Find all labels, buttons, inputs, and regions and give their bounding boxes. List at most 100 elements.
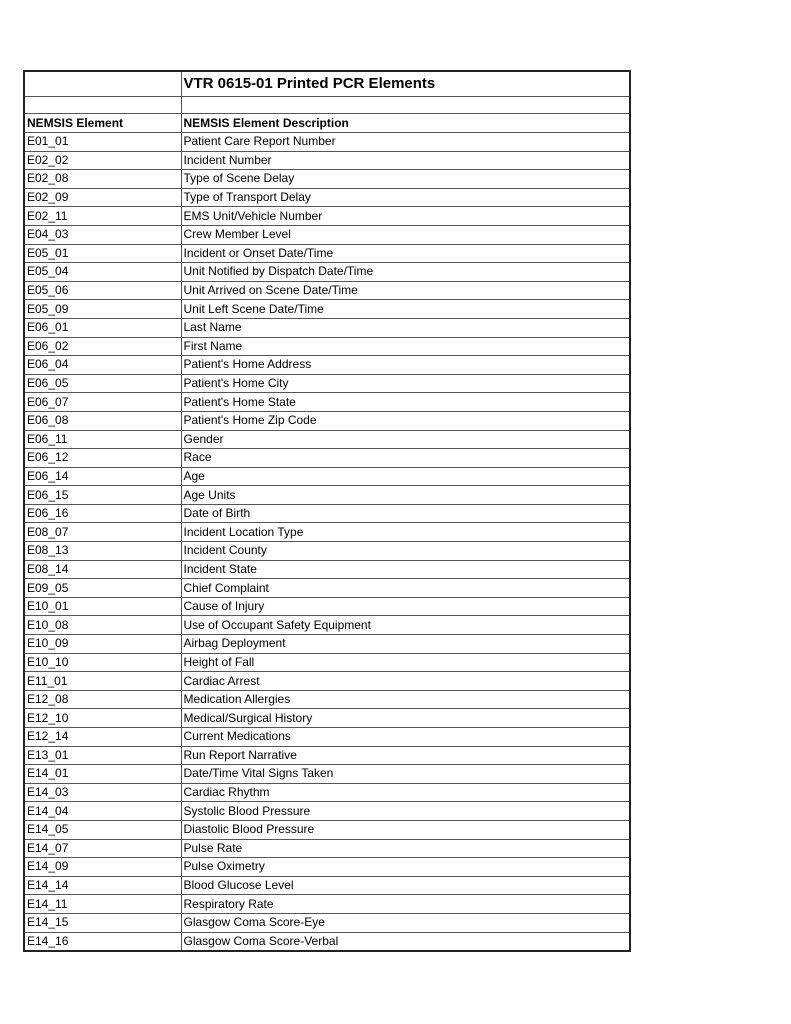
element-code: E06_12	[23, 448, 182, 468]
table-row: E11_01 Cardiac Arrest	[23, 671, 631, 691]
element-code: E08_07	[23, 522, 182, 543]
element-code: E02_08	[23, 169, 182, 189]
element-code: E14_01	[23, 764, 182, 784]
table-row: E08_14 Incident State	[23, 559, 631, 580]
element-description: Gender	[180, 429, 631, 450]
element-code: E06_11	[23, 429, 182, 450]
empty-cell	[23, 70, 182, 97]
table-row: E05_04 Unit Notified by Dispatch Date/Tim…	[23, 262, 631, 282]
table-row: E10_01 Cause of Injury	[23, 596, 631, 617]
table-row: E06_15 Age Units	[23, 485, 631, 505]
element-description: Incident State	[180, 559, 631, 580]
element-code: E14_05	[23, 819, 182, 840]
element-code: E14_16	[23, 931, 182, 952]
element-description: Incident Location Type	[180, 522, 631, 543]
title-row: VTR 0615-01 Printed PCR Elements	[23, 70, 631, 97]
table-row: E01_01 Patient Care Report Number	[23, 132, 631, 152]
table-row: E14_09 Pulse Oximetry	[23, 857, 631, 877]
element-description: Run Report Narrative	[180, 745, 631, 766]
table-row: E06_04 Patient's Home Address	[23, 355, 631, 375]
table-row: E06_01 Last Name	[23, 317, 631, 338]
table-row: E06_11 Gender	[23, 429, 631, 450]
element-description: Incident Number	[180, 150, 631, 171]
element-description: Pulse Oximetry	[180, 857, 631, 877]
table-row: E13_01 Run Report Narrative	[23, 745, 631, 766]
table-row: E14_14 Blood Glucose Level	[23, 875, 631, 896]
element-code: E12_14	[23, 727, 182, 747]
table-row: E02_11 EMS Unit/Vehicle Number	[23, 206, 631, 226]
table-row: E10_08 Use of Occupant Safety Equipment	[23, 615, 631, 636]
table-row: E09_05 Chief Complaint	[23, 578, 631, 598]
element-description: Current Medications	[180, 727, 631, 747]
table-row: E05_06 Unit Arrived on Scene Date/Time	[23, 280, 631, 301]
table-row: E02_09 Type of Transport Delay	[23, 187, 631, 208]
table-row: E12_14 Current Medications	[23, 727, 631, 747]
table-row: E04_03 Crew Member Level	[23, 224, 631, 245]
element-code: E14_03	[23, 782, 182, 803]
element-description: Cardiac Arrest	[180, 671, 631, 691]
element-code: E12_08	[23, 689, 182, 710]
element-description: Patient's Home Zip Code	[180, 410, 631, 431]
element-description: Chief Complaint	[180, 578, 631, 598]
table-row: E14_11 Respiratory Rate	[23, 894, 631, 914]
element-description: Incident County	[180, 541, 631, 561]
table-row: E14_15 Glasgow Coma Score-Eye	[23, 912, 631, 933]
table-row: E02_08 Type of Scene Delay	[23, 169, 631, 189]
element-description: Type of Scene Delay	[180, 169, 631, 189]
table-row: E12_08 Medication Allergies	[23, 689, 631, 710]
element-code: E08_14	[23, 559, 182, 580]
pcr-elements-table: VTR 0615-01 Printed PCR Elements NEMSIS …	[23, 70, 631, 953]
element-description: Age Units	[180, 485, 631, 505]
header-element: NEMSIS Element	[23, 113, 182, 133]
element-code: E05_04	[23, 262, 182, 282]
element-code: E12_10	[23, 708, 182, 728]
element-code: E06_05	[23, 373, 182, 394]
element-code: E06_16	[23, 503, 182, 524]
table-row: E02_02 Incident Number	[23, 150, 631, 171]
element-code: E11_01	[23, 671, 182, 691]
element-code: E06_01	[23, 317, 182, 338]
element-code: E06_04	[23, 355, 182, 375]
element-description: Cause of Injury	[180, 596, 631, 617]
element-description: Crew Member Level	[180, 224, 631, 245]
element-description: Glasgow Coma Score-Eye	[180, 912, 631, 933]
element-code: E05_09	[23, 299, 182, 319]
element-description: Diastolic Blood Pressure	[180, 819, 631, 840]
table-row: E12_10 Medical/Surgical History	[23, 708, 631, 728]
table-row: E14_01 Date/Time Vital Signs Taken	[23, 764, 631, 784]
element-code: E06_14	[23, 466, 182, 487]
element-code: E09_05	[23, 578, 182, 598]
table-row: E10_10 Height of Fall	[23, 652, 631, 673]
table-row: E14_05 Diastolic Blood Pressure	[23, 819, 631, 840]
element-code: E05_01	[23, 243, 182, 264]
element-description: Use of Occupant Safety Equipment	[180, 615, 631, 636]
element-code: E06_08	[23, 410, 182, 431]
element-description: Patient's Home State	[180, 392, 631, 412]
element-code: E05_06	[23, 280, 182, 301]
header-description: NEMSIS Element Description	[180, 113, 631, 133]
element-description: Medication Allergies	[180, 689, 631, 710]
element-description: Age	[180, 466, 631, 487]
table-row: E06_07 Patient's Home State	[23, 392, 631, 412]
table-row: E14_16 Glasgow Coma Score-Verbal	[23, 931, 631, 952]
table-row: E05_01 Incident or Onset Date/Time	[23, 243, 631, 264]
element-code: E02_09	[23, 187, 182, 208]
element-code: E14_11	[23, 894, 182, 914]
element-description: Patient Care Report Number	[180, 132, 631, 152]
element-code: E06_07	[23, 392, 182, 412]
element-code: E14_07	[23, 838, 182, 859]
element-code: E14_04	[23, 801, 182, 821]
table-row: E08_13 Incident County	[23, 541, 631, 561]
element-code: E02_11	[23, 206, 182, 226]
element-description: Height of Fall	[180, 652, 631, 673]
element-code: E04_03	[23, 224, 182, 245]
table-row: E08_07 Incident Location Type	[23, 522, 631, 543]
header-row: NEMSIS Element NEMSIS Element Descriptio…	[23, 113, 631, 133]
table-row: E06_12 Race	[23, 448, 631, 468]
element-code: E08_13	[23, 541, 182, 561]
document-title: VTR 0615-01 Printed PCR Elements	[180, 70, 631, 97]
element-description: Pulse Rate	[180, 838, 631, 859]
table-row: E14_03 Cardiac Rhythm	[23, 782, 631, 803]
table-row: E14_07 Pulse Rate	[23, 838, 631, 859]
element-description: Date/Time Vital Signs Taken	[180, 764, 631, 784]
